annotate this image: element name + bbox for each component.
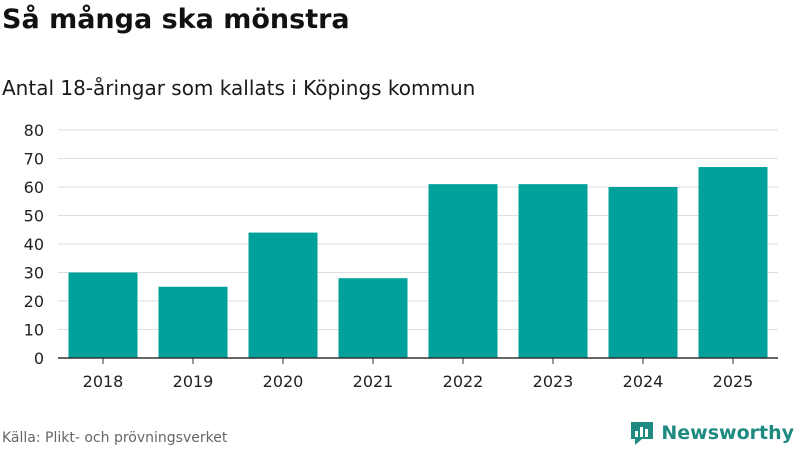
bar-2020 — [248, 232, 318, 358]
newsworthy-logo-icon — [631, 422, 654, 445]
y-tick-label: 50 — [24, 207, 44, 226]
x-tick-label: 2019 — [173, 372, 214, 391]
newsworthy-brand[interactable]: Newsworthy — [629, 420, 794, 446]
bar-2018 — [68, 272, 138, 358]
bar-2021 — [338, 278, 408, 358]
chart-subtitle: Antal 18-åringar som kallats i Köpings k… — [2, 76, 476, 100]
bar-2024 — [608, 187, 678, 358]
x-tick-label: 2022 — [443, 372, 484, 391]
y-tick-label: 30 — [24, 264, 44, 283]
y-tick-label: 0 — [34, 349, 44, 368]
y-tick-label: 80 — [24, 121, 44, 140]
brand-name: Newsworthy — [661, 422, 794, 444]
y-tick-label: 70 — [24, 150, 44, 169]
y-tick-label: 40 — [24, 235, 44, 254]
x-tick-label: 2018 — [83, 372, 124, 391]
bar-2019 — [158, 286, 228, 358]
y-tick-label: 10 — [24, 321, 44, 340]
chart-title: Så många ska mönstra — [2, 4, 350, 35]
x-tick-label: 2020 — [263, 372, 304, 391]
x-tick-label: 2024 — [623, 372, 664, 391]
x-tick-label: 2021 — [353, 372, 394, 391]
x-tick-label: 2025 — [713, 372, 754, 391]
y-tick-label: 60 — [24, 178, 44, 197]
source-note: Källa: Plikt- och prövningsverket — [2, 430, 228, 446]
y-tick-label: 20 — [24, 292, 44, 311]
bar-2022 — [428, 184, 498, 358]
bar-2025 — [698, 167, 768, 358]
bar-2023 — [518, 184, 588, 358]
x-tick-label: 2023 — [533, 372, 574, 391]
